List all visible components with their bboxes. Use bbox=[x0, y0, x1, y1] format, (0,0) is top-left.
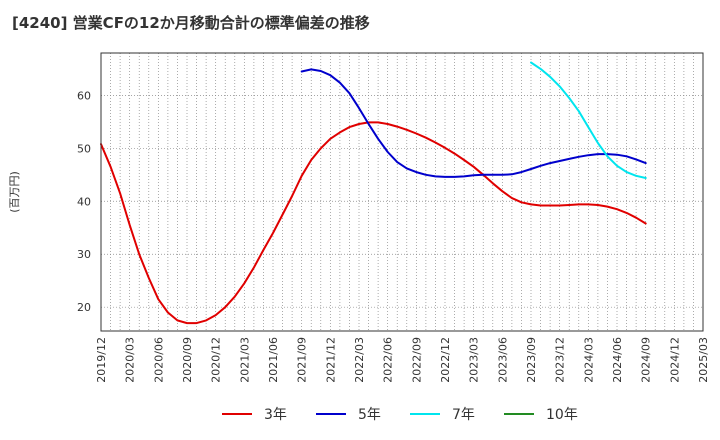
x-tick-labels: 2019/12 2020/03 2020/06 2020/09 2020/12 2021/… bbox=[95, 337, 710, 383]
x-tick-label: 2025/03 bbox=[697, 337, 710, 383]
x-tick-label: 2019/12 bbox=[95, 337, 108, 383]
legend-label: 7年 bbox=[452, 407, 475, 423]
y-tick-label: 60 bbox=[77, 89, 91, 102]
legend-label: 10年 bbox=[546, 407, 578, 423]
x-tick-label: 2021/06 bbox=[267, 337, 280, 383]
y-tick-label: 30 bbox=[77, 248, 91, 261]
y-tick-label: 40 bbox=[77, 195, 91, 208]
x-tick-label: 2024/12 bbox=[668, 337, 681, 383]
x-tick-label: 2020/12 bbox=[210, 337, 223, 383]
x-tick-label: 2021/09 bbox=[296, 337, 309, 383]
x-tick-label: 2024/06 bbox=[611, 337, 624, 383]
x-tick-label: 2023/03 bbox=[468, 337, 481, 383]
x-tick-label: 2023/09 bbox=[525, 337, 538, 383]
x-tick-label: 2023/12 bbox=[554, 337, 567, 383]
series-line-1 bbox=[100, 121, 647, 325]
x-tick-label: 2022/06 bbox=[382, 337, 395, 383]
y-axis-label: (百万円) bbox=[8, 171, 21, 213]
x-tick-label: 2023/06 bbox=[496, 337, 509, 383]
y-tick-labels: 20 30 40 50 60 bbox=[77, 89, 91, 314]
legend: 3年 5年 7年 10年 bbox=[222, 407, 578, 423]
legend-label: 5年 bbox=[358, 407, 381, 423]
plot-frame bbox=[100, 52, 704, 332]
x-tick-label: 2020/03 bbox=[124, 337, 137, 383]
x-tick-label: 2022/09 bbox=[410, 337, 423, 383]
series-lines bbox=[100, 61, 647, 325]
series-line-2 bbox=[300, 68, 647, 178]
y-tick-label: 20 bbox=[77, 301, 91, 314]
x-tick-label: 2021/12 bbox=[324, 337, 337, 383]
x-tick-label: 2024/09 bbox=[640, 337, 653, 383]
x-tick-label: 2022/03 bbox=[353, 337, 366, 383]
y-tick-label: 50 bbox=[77, 142, 91, 155]
grid-lines bbox=[101, 53, 703, 331]
x-tick-label: 2024/03 bbox=[582, 337, 595, 383]
chart-title: [4240] 営業CFの12か月移動合計の標準偏差の推移 bbox=[12, 14, 370, 32]
series-line-3 bbox=[530, 61, 647, 179]
x-tick-label: 2022/12 bbox=[439, 337, 452, 383]
x-tick-label: 2020/09 bbox=[181, 337, 194, 383]
legend-label: 3年 bbox=[264, 407, 287, 423]
x-tick-label: 2021/03 bbox=[238, 337, 251, 383]
x-tick-label: 2020/06 bbox=[152, 337, 165, 383]
